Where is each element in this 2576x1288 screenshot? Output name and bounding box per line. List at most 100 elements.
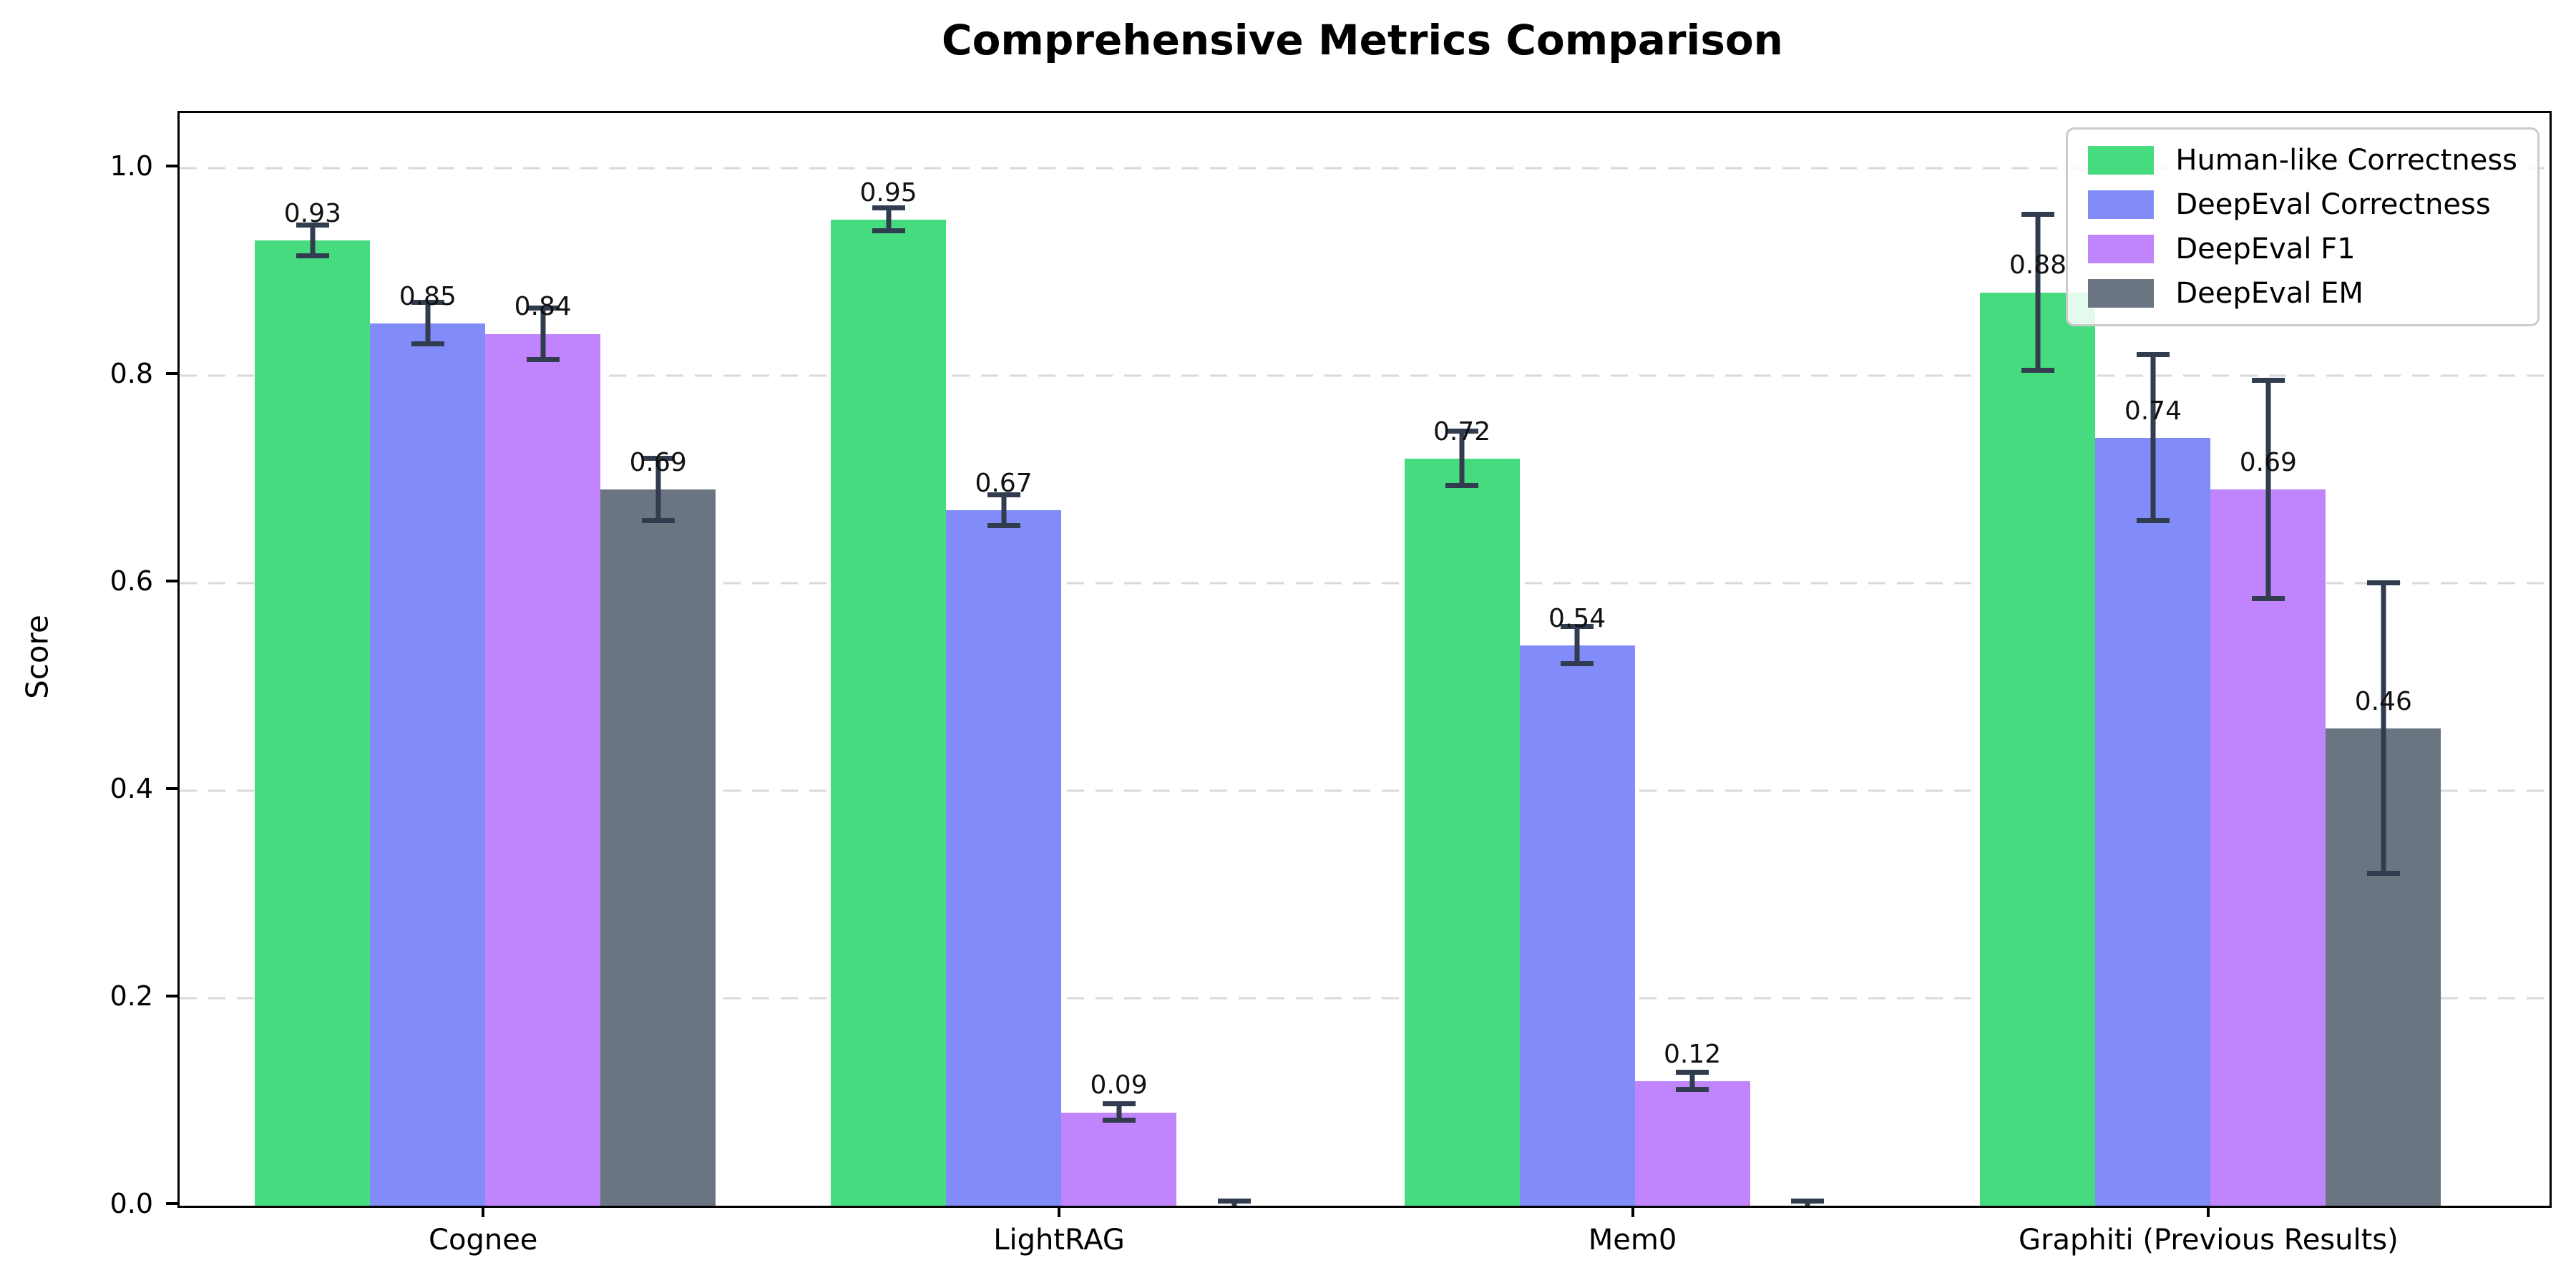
legend-swatch	[2088, 190, 2155, 219]
bar-value-label: 0.74	[2124, 396, 2182, 426]
legend-label: DeepEval F1	[2175, 233, 2356, 265]
bar-value-label: 0.67	[975, 469, 1033, 499]
error-bar-cap	[987, 492, 1020, 497]
bar	[1519, 645, 1635, 1206]
bar	[370, 323, 486, 1206]
error-bar	[1689, 1073, 1695, 1090]
error-bar-cap	[526, 305, 560, 311]
legend-item: Human-like Correctness	[2088, 144, 2517, 177]
bar-value-label: 0.54	[1548, 603, 1606, 633]
error-bar	[2265, 381, 2271, 599]
error-bar	[1459, 431, 1465, 486]
error-bar	[2150, 354, 2156, 521]
bar	[1061, 1112, 1177, 1206]
bar	[831, 220, 947, 1206]
error-bar-cap	[1102, 1101, 1136, 1106]
error-bar-cap	[2136, 351, 2170, 357]
bar-value-label: 0.12	[1663, 1039, 1722, 1069]
error-bar	[655, 458, 661, 521]
chart-title: Comprehensive Metrics Comparison	[942, 16, 1783, 64]
x-tick	[1631, 1206, 1634, 1217]
error-bar	[1116, 1103, 1122, 1121]
legend-item: DeepEval Correctness	[2088, 188, 2517, 221]
error-bar-cap	[526, 357, 560, 363]
error-bar-cap	[1102, 1118, 1136, 1123]
error-bar-cap	[296, 253, 329, 259]
bar-value-label: 0.09	[1090, 1070, 1148, 1101]
y-tick-label: 0.0	[109, 1188, 153, 1219]
x-tick	[482, 1206, 485, 1217]
gridline	[180, 997, 2550, 1000]
y-axis-label: Score	[19, 615, 55, 699]
bar	[1634, 1080, 1750, 1206]
x-tick-label: Mem0	[1588, 1224, 1677, 1257]
error-bar-cap	[1561, 661, 1594, 667]
legend-swatch	[2088, 235, 2155, 263]
y-tick-label: 0.2	[109, 980, 153, 1012]
bar	[2095, 437, 2211, 1206]
gridline	[180, 167, 2550, 170]
error-bar-cap	[2021, 212, 2054, 218]
legend: Human-like Correctness DeepEval Correctne…	[2066, 127, 2540, 326]
error-bar	[310, 225, 316, 257]
gridline	[180, 789, 2550, 792]
error-bar	[2035, 215, 2041, 371]
y-tick-label: 0.6	[109, 565, 153, 597]
error-bar-cap	[1791, 1199, 1824, 1204]
error-bar-cap	[411, 300, 444, 306]
y-tick-label: 0.8	[109, 357, 153, 389]
y-tick-label: 1.0	[109, 150, 153, 182]
y-tick	[166, 164, 177, 167]
plot-area: 0.93 0.95 0.72 0.88 0.85 0.67 0.54 0.74 0.84 0.09…	[177, 111, 2552, 1208]
error-bar-cap	[296, 222, 329, 228]
legend-item: DeepEval F1	[2088, 233, 2517, 265]
legend-swatch	[2088, 279, 2155, 308]
y-tick	[166, 994, 177, 997]
error-bar-cap	[872, 228, 905, 234]
x-tick-label: Graphiti (Previous Results)	[2019, 1224, 2399, 1257]
error-bar	[1574, 626, 1580, 665]
bar	[946, 510, 1062, 1206]
error-bar-cap	[1561, 623, 1594, 629]
error-bar-cap	[1217, 1199, 1251, 1204]
error-bar-cap	[2136, 517, 2170, 523]
error-bar-cap	[872, 205, 905, 211]
bar-value-label: 0.93	[283, 198, 341, 228]
bar-value-label: 0.88	[2009, 250, 2067, 280]
bar-value-label: 0.72	[1433, 416, 1491, 447]
error-bar-cap	[1676, 1086, 1709, 1092]
y-tick	[166, 1202, 177, 1205]
bar	[1980, 292, 2096, 1206]
x-tick-label: LightRAG	[993, 1224, 1125, 1257]
x-tick	[1058, 1206, 1061, 1217]
error-bar-cap	[2251, 378, 2285, 384]
bar-value-label: 0.69	[629, 448, 687, 477]
bar-value-label: 0.46	[2354, 686, 2412, 716]
y-tick	[166, 579, 177, 582]
error-bar-cap	[2366, 580, 2400, 585]
legend-swatch	[2088, 146, 2155, 175]
bar-value-label: 0.69	[2239, 448, 2297, 477]
bar	[600, 489, 716, 1206]
x-tick-label: Cognee	[429, 1224, 538, 1257]
y-tick-label: 0.4	[109, 772, 153, 804]
gridline	[180, 582, 2550, 585]
error-bar-cap	[2366, 870, 2400, 876]
error-bar	[540, 308, 546, 361]
error-bar-cap	[1445, 429, 1479, 434]
y-tick	[166, 371, 177, 375]
error-bar-cap	[1445, 482, 1479, 488]
bar-value-label: 0.84	[514, 292, 572, 322]
error-bar	[886, 208, 892, 232]
legend-item: DeepEval EM	[2088, 277, 2517, 310]
error-bar-cap	[641, 517, 675, 523]
legend-label: Human-like Correctness	[2175, 144, 2517, 177]
error-bar	[425, 303, 431, 345]
x-tick	[2207, 1206, 2210, 1217]
error-bar-cap	[987, 523, 1020, 529]
bar	[485, 333, 601, 1206]
error-bar-cap	[2021, 367, 2054, 373]
error-bar-cap	[1676, 1070, 1709, 1075]
error-bar-cap	[641, 455, 675, 461]
error-bar-cap	[411, 341, 444, 347]
